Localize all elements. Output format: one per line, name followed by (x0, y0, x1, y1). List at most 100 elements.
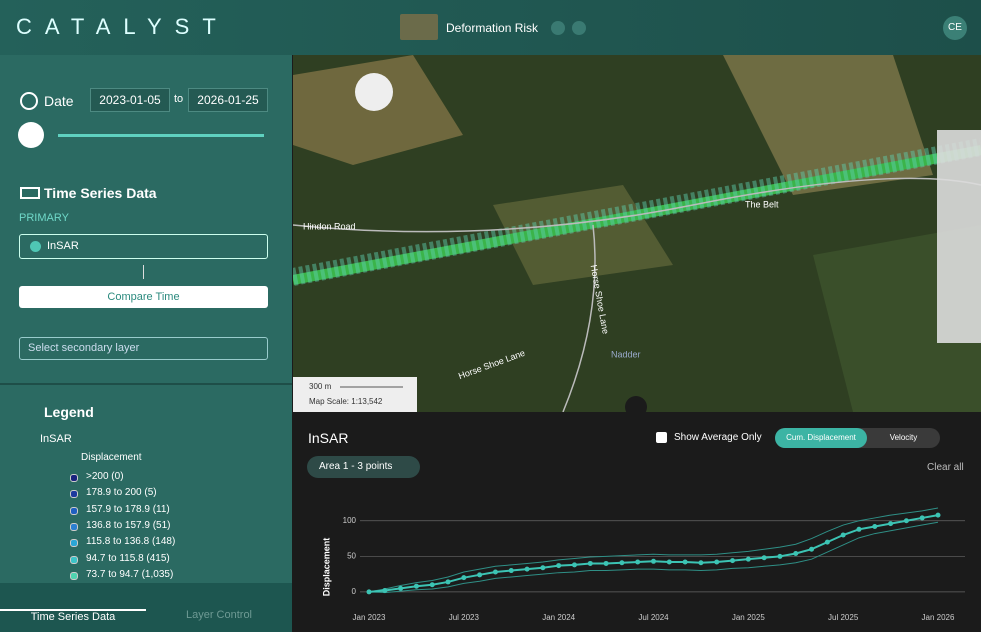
data-point (445, 579, 451, 585)
data-point (429, 582, 435, 588)
y-axis-label: Displacement (321, 538, 331, 597)
data-point (477, 572, 483, 578)
ts-title: Time Series Data (44, 185, 157, 201)
data-point (824, 539, 830, 545)
search-button[interactable] (355, 73, 393, 111)
checkbox[interactable] (656, 432, 667, 443)
x-tick-label: Jan 2026 (922, 613, 955, 622)
data-point (492, 569, 498, 575)
data-point (745, 556, 751, 562)
legend-swatch (70, 539, 78, 548)
play-button[interactable] (18, 122, 44, 148)
legend-item: 73.7 to 94.7 (1,035) (86, 568, 174, 580)
date-to[interactable]: 2026-01-25 (188, 88, 268, 112)
scale-bar: 300 m (309, 382, 332, 391)
data-point (730, 558, 736, 564)
header: CATALYST Deformation Risk CE (0, 0, 981, 55)
map-label: Nadder (611, 349, 641, 359)
legend-swatch (70, 571, 78, 580)
data-point (524, 566, 530, 572)
legend-title: Legend (44, 404, 94, 420)
y-tick-label: 100 (343, 516, 357, 525)
data-point (777, 553, 783, 559)
x-tick-label: Jan 2023 (353, 613, 386, 622)
sidebar-top: Date 2023-01-05 to 2026-01-25 Time Serie… (0, 55, 292, 383)
legend-swatch (70, 474, 78, 482)
data-point (556, 563, 562, 569)
scale-box (293, 377, 417, 412)
data-point (793, 550, 799, 556)
map: Hindon Road The Belt Horse Shoe Lane Hor… (293, 55, 981, 412)
data-point (461, 575, 467, 581)
compare-button[interactable]: Compare Time (19, 286, 268, 308)
prev-button[interactable] (551, 21, 565, 35)
data-point (714, 559, 720, 565)
data-point (413, 583, 419, 589)
data-point (571, 562, 577, 568)
x-tick-label: Jan 2025 (732, 613, 765, 622)
layer-thumb (400, 14, 438, 40)
map-label: The Belt (745, 199, 779, 209)
toggle: Cum. Displacement Velocity (775, 428, 940, 448)
ts-icon (20, 187, 40, 199)
collapse-button[interactable] (625, 396, 647, 412)
legend-swatch (70, 555, 78, 564)
next-button[interactable] (572, 21, 586, 35)
x-tick-label: Jul 2025 (828, 613, 859, 622)
timer-icon (20, 92, 38, 110)
data-point (603, 560, 609, 566)
area-chip[interactable]: Area 1 - 3 points (307, 456, 421, 478)
data-point (698, 560, 704, 566)
date-from[interactable]: 2023-01-05 (90, 88, 170, 112)
logo[interactable]: CATALYST (16, 14, 229, 39)
data-point (366, 589, 372, 595)
chart-panel: InSAR Show Average Only Cum. Displacemen… (293, 412, 981, 632)
primary-layer[interactable]: InSAR (19, 234, 268, 259)
data-point (809, 546, 815, 552)
map-label: Hindon Road (303, 221, 356, 231)
legend-swatch (70, 490, 78, 499)
data-point (682, 559, 688, 565)
tab-active[interactable]: Time Series Data (0, 609, 146, 623)
time-slider[interactable] (58, 134, 264, 137)
data-point (872, 523, 878, 529)
layer-name: InSAR (47, 240, 79, 252)
data-point (919, 515, 925, 521)
toggle-option[interactable]: Velocity (889, 433, 918, 442)
x-tick-label: Jan 2024 (542, 613, 575, 622)
y-tick-label: 0 (352, 587, 357, 596)
avatar[interactable]: CE (943, 16, 967, 40)
legend-item: 94.7 to 115.8 (415) (86, 552, 170, 564)
legend-item: 136.8 to 157.9 (51) (86, 519, 171, 531)
legend-item: 178.9 to 200 (5) (86, 487, 157, 499)
data-point (540, 565, 546, 571)
data-point (840, 532, 846, 538)
series-line (368, 507, 939, 593)
clear-all[interactable]: Clear all (927, 462, 964, 473)
legend-item: 115.8 to 136.8 (148) (86, 536, 176, 548)
tab[interactable]: Layer Control (185, 609, 253, 621)
legend-root: InSAR (40, 433, 72, 445)
map-toolbar[interactable] (937, 130, 981, 343)
layer-select[interactable]: Deformation Risk (446, 21, 539, 35)
legend-item: 157.9 to 178.9 (11) (86, 503, 170, 515)
map-scale: Map Scale: 1:13,542 (309, 397, 383, 406)
primary-label: PRIMARY (19, 212, 69, 224)
chart-title: InSAR (308, 430, 349, 446)
data-point (587, 560, 593, 566)
series-line (368, 514, 939, 593)
data-point (903, 518, 909, 524)
x-tick-label: Jul 2024 (638, 613, 669, 622)
tab-bar: Time Series Data Layer Control (0, 583, 292, 632)
secondary-select[interactable]: Select secondary layer (19, 337, 268, 360)
checkbox-label: Show Average Only (674, 432, 762, 443)
toggle-active[interactable]: Cum. Displacement (775, 428, 867, 448)
data-point (888, 521, 894, 527)
layer-dot (30, 241, 41, 252)
connector (143, 265, 144, 279)
data-point (935, 512, 941, 518)
data-point (508, 568, 514, 574)
legend-item: >200 (0) (86, 471, 124, 482)
legend-panel: Legend InSAR Displacement >200 (0) 178.9 … (0, 383, 292, 585)
